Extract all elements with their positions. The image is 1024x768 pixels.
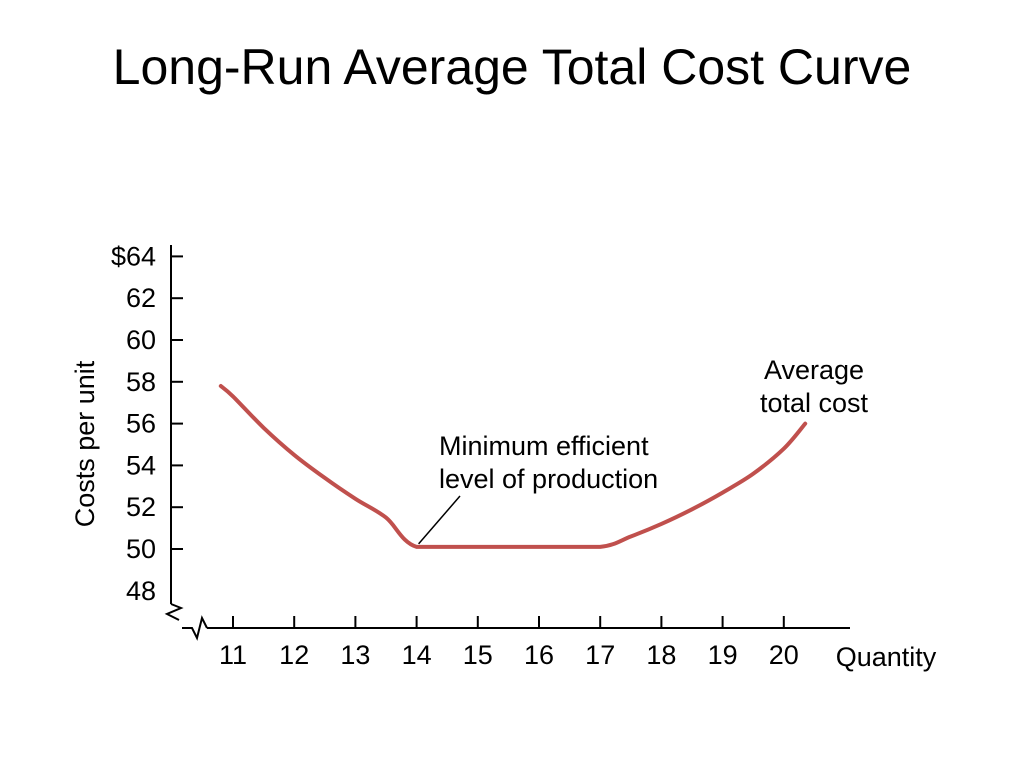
x-tick-label: 20 <box>769 640 799 670</box>
y-tick-label: 58 <box>126 367 156 397</box>
y-tick-label: 60 <box>126 325 156 355</box>
y-axis-label: Costs per unit <box>70 360 100 527</box>
x-tick-label: 14 <box>402 640 432 670</box>
x-axis-label: Quantity <box>836 642 937 672</box>
chart-title: Long-Run Average Total Cost Curve <box>112 39 912 95</box>
annotation-line: level of production <box>439 464 658 494</box>
y-tick-label: 56 <box>126 409 156 439</box>
x-tick-label: 13 <box>340 640 370 670</box>
x-tick-label: 12 <box>279 640 309 670</box>
x-tick-label: 11 <box>219 640 247 670</box>
y-tick-label: 52 <box>126 492 156 522</box>
annotations: Average total cost Minimum efficient level … <box>418 355 869 545</box>
x-tick-label: 18 <box>646 640 676 670</box>
series <box>218 384 808 549</box>
y-tick-label: 48 <box>126 576 156 606</box>
x-tick-label: 15 <box>463 640 493 670</box>
x-tick-label: 16 <box>524 640 554 670</box>
x-tick-label: 17 <box>585 640 615 670</box>
x-ticks: 11 12 13 14 15 16 17 18 19 20 <box>219 616 799 670</box>
x-axis-break <box>182 615 208 641</box>
y-tick-label: $64 <box>111 241 156 271</box>
y-tick-label: 62 <box>126 283 156 313</box>
average-total-cost-curve <box>218 384 808 549</box>
y-ticks: $64 62 60 58 56 54 52 50 48 <box>111 241 183 606</box>
annotation-line: total cost <box>760 388 869 418</box>
x-tick-label: 19 <box>708 640 738 670</box>
annotation-line: Minimum efficient <box>439 431 649 461</box>
y-tick-label: 50 <box>126 534 156 564</box>
y-axis-break <box>164 603 184 621</box>
y-tick-label: 54 <box>126 450 156 480</box>
annotation-pointer-line <box>418 495 461 545</box>
annotation-line: Average <box>764 355 864 385</box>
annotation-average-total-cost: Average total cost <box>760 355 869 418</box>
annotation-minimum-efficient: Minimum efficient level of production <box>439 431 658 494</box>
